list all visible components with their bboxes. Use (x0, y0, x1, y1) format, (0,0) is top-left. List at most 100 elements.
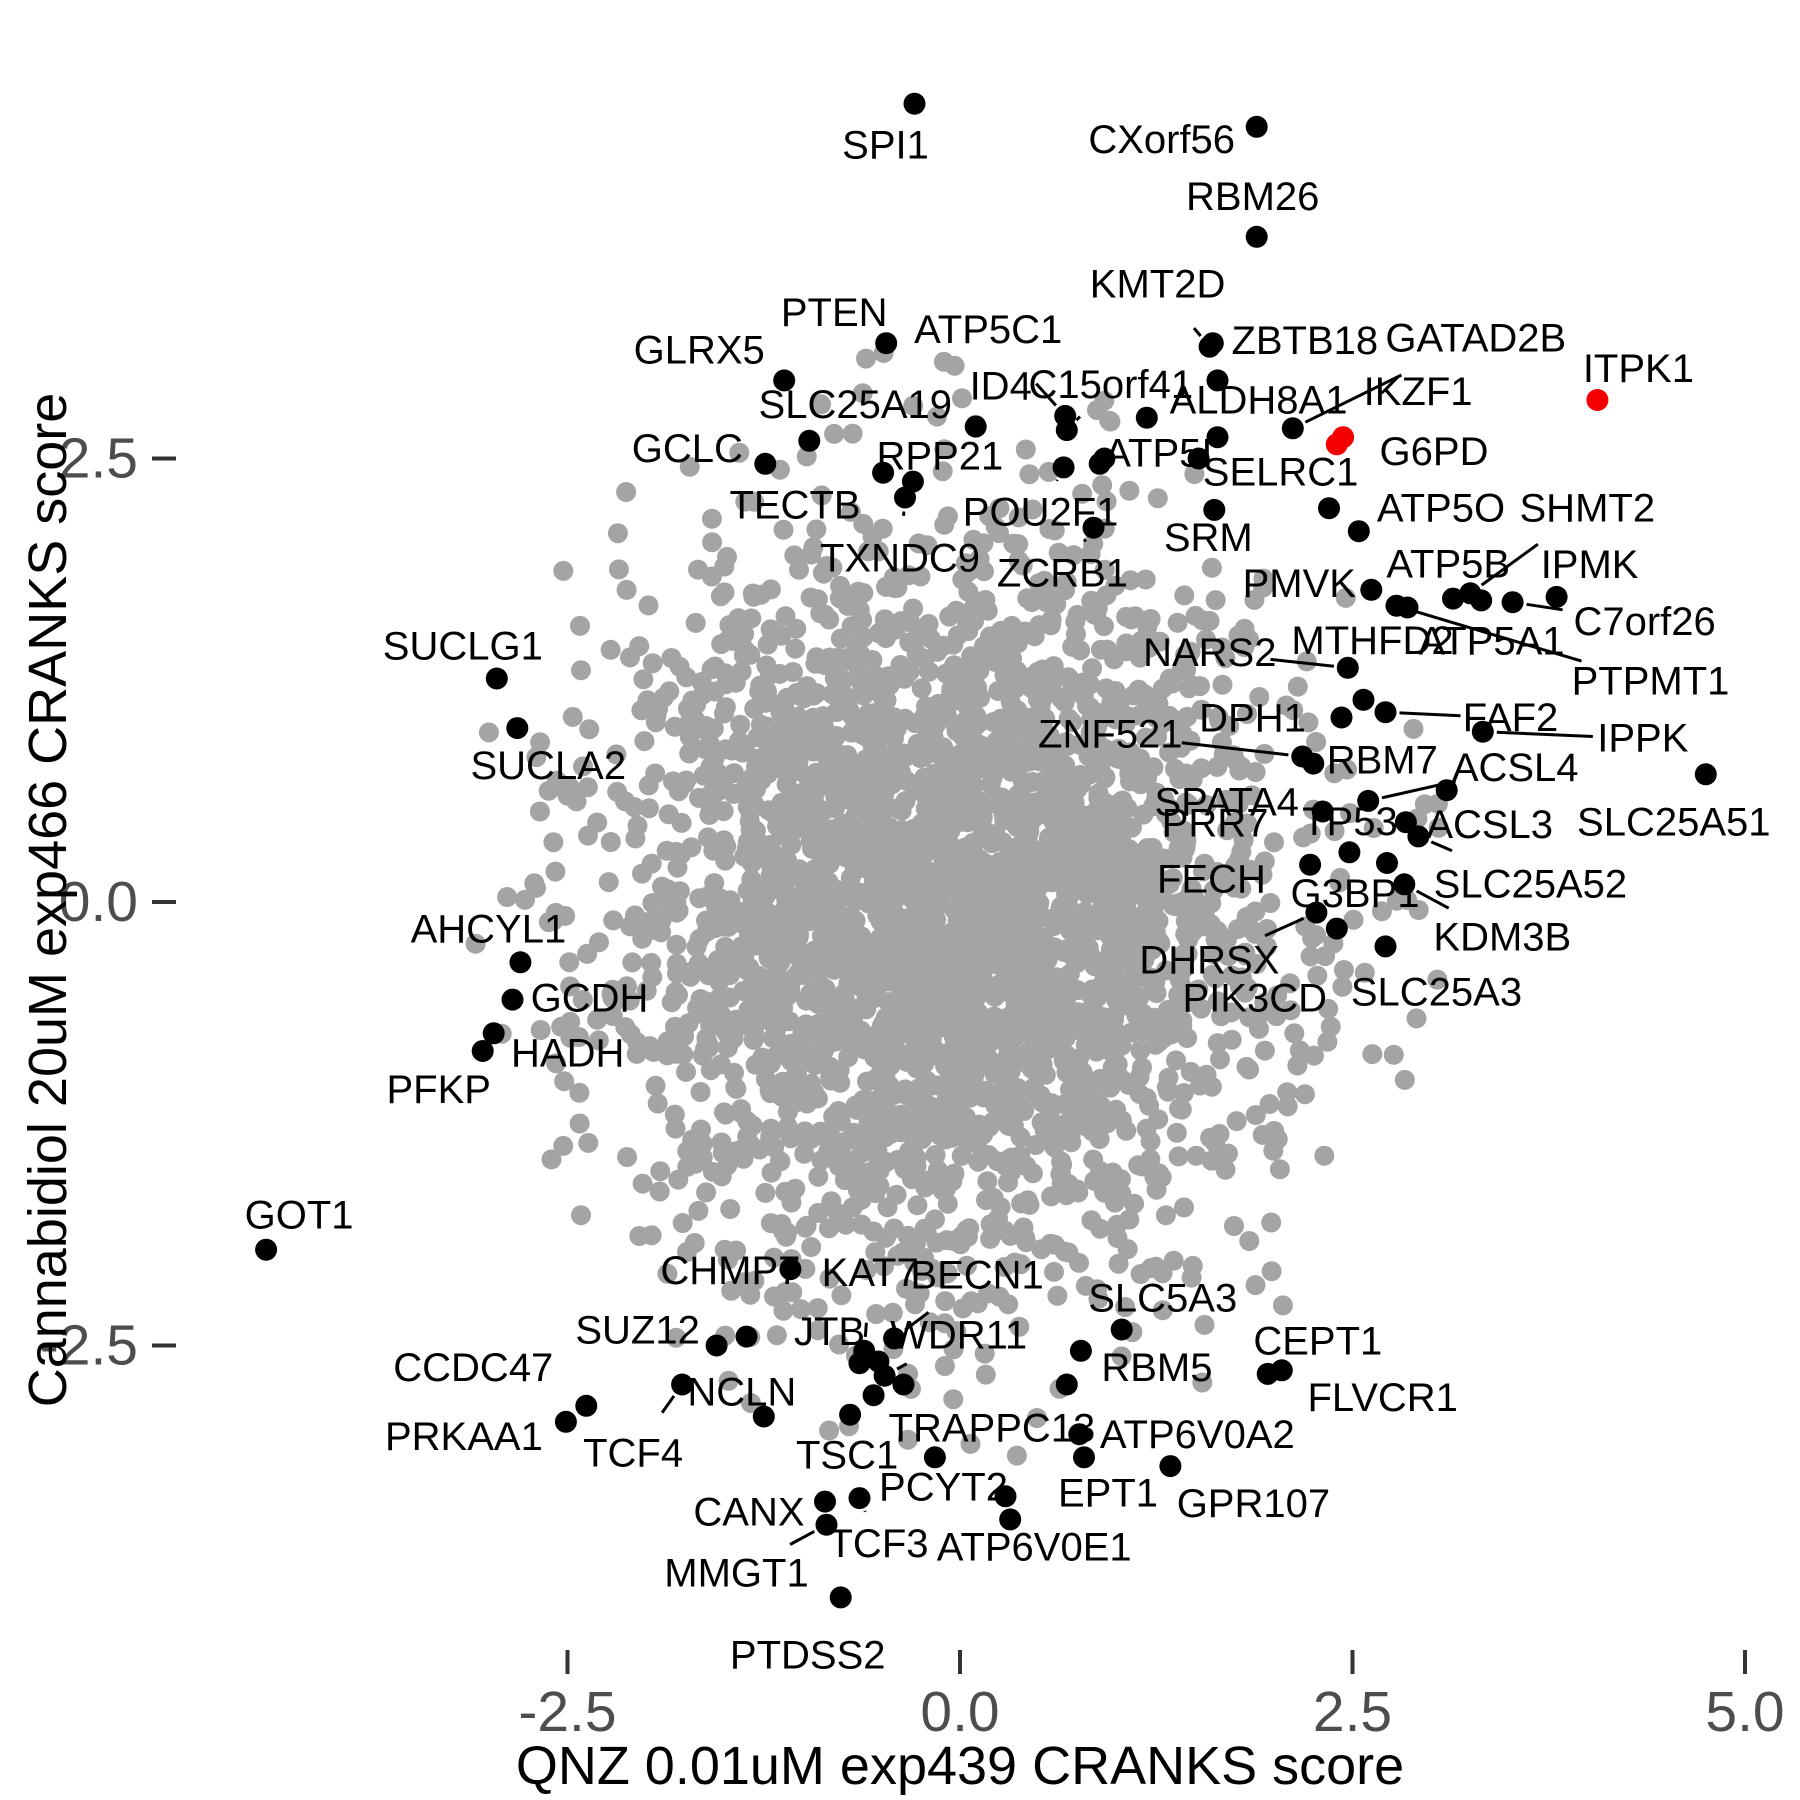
background-point (1217, 820, 1238, 841)
background-point (776, 1226, 797, 1247)
background-point (801, 1237, 822, 1257)
background-point (887, 834, 907, 855)
background-point (768, 736, 789, 757)
background-point (1225, 872, 1246, 893)
background-point (1146, 1179, 1167, 1200)
background-point (717, 630, 738, 651)
background-point (1245, 1105, 1266, 1125)
background-point (616, 482, 637, 502)
background-point (934, 1356, 955, 1376)
background-point (1276, 695, 1297, 716)
background-point (702, 532, 723, 553)
background-point (956, 1255, 977, 1276)
background-point (903, 395, 924, 416)
background-point (672, 1213, 693, 1233)
background-point (1157, 1000, 1178, 1020)
background-point (704, 748, 725, 769)
background-point (1162, 895, 1183, 916)
gene-label-GCDH: GCDH (531, 977, 649, 1021)
background-point (1254, 851, 1275, 872)
background-point (676, 1061, 696, 1082)
background-point (962, 975, 982, 996)
background-point (843, 889, 864, 910)
background-point (1100, 939, 1121, 960)
gene-label-SHMT2: SHMT2 (1520, 486, 1656, 530)
gene-label-SRM: SRM (1164, 516, 1253, 560)
background-point (681, 837, 702, 858)
background-point (1047, 1285, 1068, 1306)
background-point (1152, 1300, 1173, 1321)
background-point (1215, 1159, 1236, 1180)
point-GATAD2B (1281, 417, 1304, 440)
background-point (717, 1037, 738, 1058)
background-point (1269, 1159, 1290, 1180)
background-point (860, 980, 881, 1001)
gene-label-GLRX5: GLRX5 (634, 328, 765, 372)
background-point (1168, 1146, 1189, 1167)
background-point (465, 933, 486, 954)
background-point (1119, 1209, 1140, 1230)
leader-line-FAF2 (1399, 711, 1461, 718)
background-point (602, 1006, 623, 1026)
background-point (1263, 1140, 1284, 1161)
point-CHMP7 (779, 1258, 802, 1281)
background-point (1277, 1096, 1298, 1117)
point-PIK3CD (1325, 917, 1348, 940)
background-point (735, 640, 756, 661)
point-WDR11 (873, 1364, 896, 1387)
background-point (1082, 1121, 1103, 1142)
background-point (1057, 971, 1078, 992)
background-point (1132, 1057, 1152, 1078)
point-DHRSX (1305, 901, 1328, 924)
background-point (1362, 1044, 1383, 1065)
gene-label-TXNDC9: TXNDC9 (820, 537, 980, 581)
background-point (788, 751, 809, 772)
background-point (1025, 1135, 1046, 1155)
background-point (1084, 953, 1105, 973)
leader-line-KAT7 (863, 1322, 868, 1338)
background-point (784, 545, 805, 566)
background-point (1101, 683, 1122, 704)
gene-label-ZCRB1: ZCRB1 (997, 552, 1128, 596)
background-point (726, 1078, 747, 1099)
point-FLVCR1 (1256, 1362, 1279, 1385)
background-point (638, 595, 659, 616)
background-point (1236, 1056, 1257, 1077)
point-TRAPPC13 (923, 1446, 946, 1469)
background-point (1115, 816, 1136, 837)
background-point (1209, 710, 1230, 731)
background-point (867, 1140, 888, 1161)
background-point (780, 1128, 801, 1149)
background-point (1137, 617, 1158, 638)
background-point (837, 775, 858, 796)
background-point (1252, 1124, 1273, 1145)
leader-line-BECN1 (904, 1311, 930, 1332)
background-point (1015, 748, 1036, 769)
background-point (874, 1256, 894, 1277)
background-point (636, 980, 657, 1001)
background-point (953, 854, 974, 875)
background-point (1203, 944, 1224, 965)
background-point (927, 879, 948, 900)
background-point (1231, 841, 1252, 862)
background-point (1171, 1099, 1192, 1120)
point-SELRC1 (1187, 447, 1210, 470)
point-SHMT2 (1459, 582, 1482, 605)
background-point (1221, 1002, 1241, 1023)
background-point (1249, 1018, 1269, 1039)
background-point (899, 1141, 920, 1162)
point-SPI1 (903, 92, 926, 115)
background-point (994, 1257, 1015, 1277)
background-point (714, 582, 735, 603)
background-point (1039, 519, 1060, 539)
background-point (1293, 827, 1314, 848)
background-point (916, 696, 936, 717)
background-point (1317, 1031, 1338, 1052)
x-tick-label: 2.5 (1313, 1680, 1392, 1744)
background-point (1343, 909, 1364, 930)
background-point (1318, 998, 1339, 1019)
leader-line-C7orf26 (1526, 602, 1563, 612)
point-SUCLA2 (506, 717, 529, 740)
gene-label-ACSL3: ACSL3 (1426, 803, 1553, 847)
point-ACSL3 (1435, 779, 1458, 802)
